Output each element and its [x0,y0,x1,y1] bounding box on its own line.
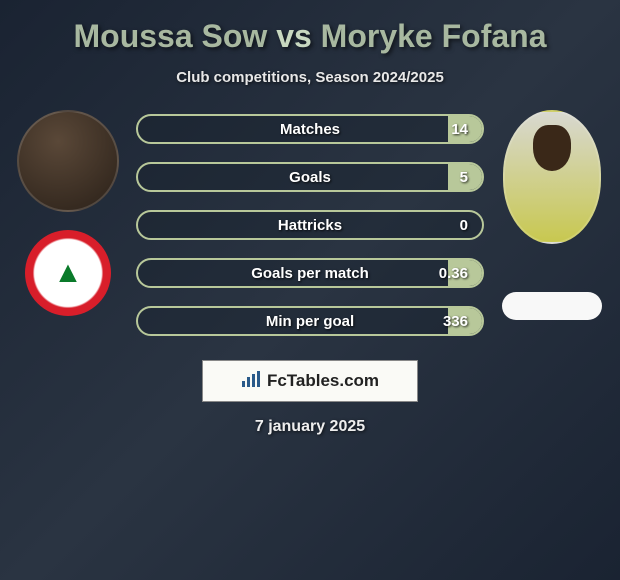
page-title: Moussa Sow vs Moryke Fofana [0,18,620,55]
stat-label: Goals [289,169,331,186]
stats-bars: Matches 14 Goals 5 Hattricks 0 Goals per match… [128,110,492,336]
bar-chart-icon [241,371,261,392]
player1-club-badge [25,230,111,316]
stat-value-right: 0.36 [439,265,468,282]
stat-bar: Matches 14 [136,114,484,144]
stat-value-right: 5 [460,169,468,186]
stat-bar: Min per goal 336 [136,306,484,336]
subtitle: Club competitions, Season 2024/2025 [0,69,620,86]
vs-label: vs [276,18,312,54]
player2-avatar [503,110,601,244]
player2-club-badge [502,292,602,320]
player2-name: Moryke Fofana [321,18,547,54]
stat-label: Goals per match [251,265,369,282]
stat-value-right: 14 [451,121,468,138]
stat-label: Hattricks [278,217,342,234]
branding-box[interactable]: FcTables.com [202,360,418,402]
root: Moussa Sow vs Moryke Fofana Club competi… [0,0,620,580]
stat-value-right: 0 [460,217,468,234]
branding-text: FcTables.com [267,371,379,391]
stat-label: Min per goal [266,313,354,330]
stat-bar: Goals per match 0.36 [136,258,484,288]
right-side [492,110,612,320]
player1-avatar [17,110,119,212]
stat-label: Matches [280,121,340,138]
player1-name: Moussa Sow [73,18,267,54]
footer-date: 7 january 2025 [0,418,620,436]
stat-bar: Hattricks 0 [136,210,484,240]
stat-value-right: 336 [443,313,468,330]
stat-bar: Goals 5 [136,162,484,192]
left-side [8,110,128,316]
main-row: Matches 14 Goals 5 Hattricks 0 Goals per match… [0,110,620,336]
